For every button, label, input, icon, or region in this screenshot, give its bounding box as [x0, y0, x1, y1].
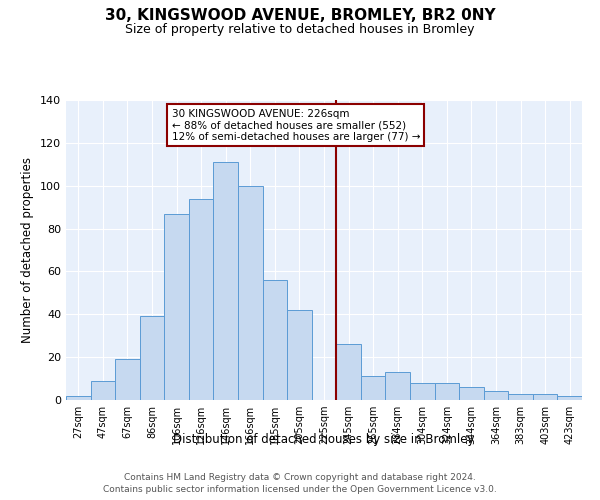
- Bar: [115, 360, 140, 400]
- Bar: [91, 380, 115, 400]
- Bar: [410, 383, 434, 400]
- Y-axis label: Number of detached properties: Number of detached properties: [22, 157, 34, 343]
- Bar: [361, 376, 385, 400]
- Bar: [434, 383, 459, 400]
- Bar: [533, 394, 557, 400]
- Text: Contains public sector information licensed under the Open Government Licence v3: Contains public sector information licen…: [103, 485, 497, 494]
- Bar: [508, 394, 533, 400]
- Bar: [287, 310, 312, 400]
- Bar: [189, 198, 214, 400]
- Bar: [385, 372, 410, 400]
- Bar: [238, 186, 263, 400]
- Bar: [459, 387, 484, 400]
- Bar: [336, 344, 361, 400]
- Bar: [484, 392, 508, 400]
- Bar: [140, 316, 164, 400]
- Bar: [66, 396, 91, 400]
- Text: Distribution of detached houses by size in Bromley: Distribution of detached houses by size …: [173, 432, 475, 446]
- Bar: [164, 214, 189, 400]
- Text: Contains HM Land Registry data © Crown copyright and database right 2024.: Contains HM Land Registry data © Crown c…: [124, 472, 476, 482]
- Bar: [214, 162, 238, 400]
- Text: Size of property relative to detached houses in Bromley: Size of property relative to detached ho…: [125, 22, 475, 36]
- Text: 30 KINGSWOOD AVENUE: 226sqm
← 88% of detached houses are smaller (552)
12% of se: 30 KINGSWOOD AVENUE: 226sqm ← 88% of det…: [172, 108, 420, 142]
- Bar: [557, 396, 582, 400]
- Bar: [263, 280, 287, 400]
- Text: 30, KINGSWOOD AVENUE, BROMLEY, BR2 0NY: 30, KINGSWOOD AVENUE, BROMLEY, BR2 0NY: [104, 8, 496, 22]
